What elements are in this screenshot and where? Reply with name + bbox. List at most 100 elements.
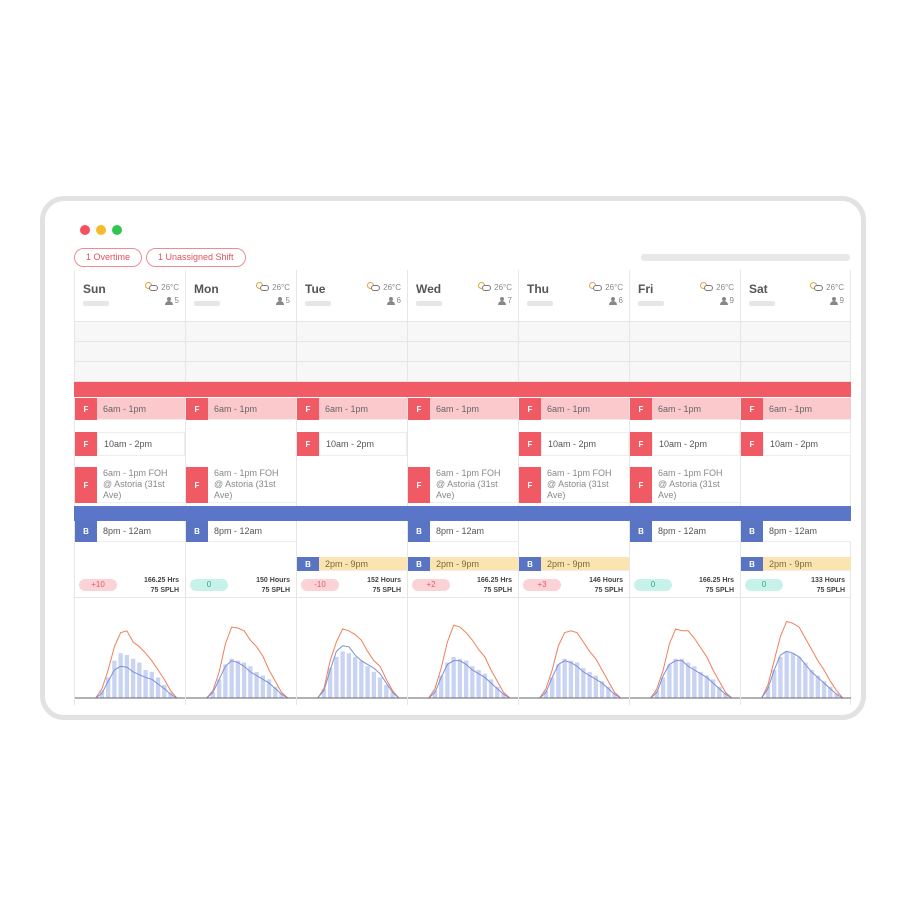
- shift-s2[interactable]: F 10am - 2pm: [519, 432, 629, 456]
- demand-bar: [377, 677, 383, 698]
- person-icon: [608, 296, 617, 305]
- shift-s5[interactable]: B 2pm - 9pm: [297, 557, 407, 571]
- day-header[interactable]: Wed 26°C 7: [408, 270, 518, 322]
- empty-row: [297, 362, 407, 382]
- demand-bar: [149, 671, 155, 698]
- shift-s1[interactable]: F 6am - 1pm: [630, 398, 740, 420]
- empty-row: [186, 362, 296, 382]
- scheduled-hours: 133 Hours: [811, 577, 845, 584]
- close-window-button[interactable]: [80, 225, 90, 235]
- demand-bar: [248, 666, 253, 698]
- shift-s1[interactable]: F 6am - 1pm: [519, 398, 629, 420]
- shift-time: 10am - 2pm: [763, 432, 851, 456]
- demand-bar: [834, 693, 839, 698]
- demand-bar: [599, 681, 605, 698]
- day-header[interactable]: Sat 26°C 9: [741, 270, 850, 322]
- demand-bar: [260, 675, 266, 698]
- shift-s4[interactable]: B 8pm - 12am: [75, 520, 185, 542]
- role-tag: F: [519, 432, 541, 456]
- overtime-alert[interactable]: 1 Overtime: [74, 248, 143, 267]
- shift-s1[interactable]: F 6am - 1pm: [741, 398, 851, 420]
- demand-bar: [216, 679, 222, 698]
- shift-s4[interactable]: B 8pm - 12am: [408, 520, 518, 542]
- empty-row: [519, 322, 629, 342]
- shift-time: 2pm - 9pm: [763, 557, 851, 571]
- demand-bar: [587, 671, 592, 698]
- demand-bar: [99, 690, 105, 698]
- demand-chart: [630, 602, 740, 705]
- shift-s1[interactable]: F 6am - 1pm: [186, 398, 296, 420]
- shift-time: 8pm - 12am: [97, 520, 185, 542]
- shift-s5[interactable]: B 2pm - 9pm: [408, 557, 518, 571]
- day-header[interactable]: Mon 26°C 5: [186, 270, 296, 322]
- forecast-line: [188, 626, 294, 699]
- role-tag: B: [408, 520, 430, 542]
- demand-bar: [543, 690, 549, 698]
- shift-s4[interactable]: B 8pm - 12am: [186, 520, 296, 542]
- temperature: 26°C: [161, 282, 179, 292]
- day-header[interactable]: Sun 26°C 5: [75, 270, 185, 322]
- shift-s2[interactable]: F 10am - 2pm: [630, 432, 740, 456]
- shift-s3[interactable]: F 6am - 1pm FOH @ Astoria (31st Ave): [408, 467, 518, 503]
- empty-row: [75, 362, 185, 382]
- hours-info: 150 Hours 75 SPLH: [256, 576, 290, 596]
- empty-row: [408, 322, 518, 342]
- demand-bar: [457, 658, 463, 698]
- day-column-thu: Thu 26°C 6 F 6am - 1pm F 10am - 2pm F: [518, 270, 629, 705]
- day-summary: 0 133 Hours 75 SPLH: [741, 572, 851, 598]
- demand-chart-svg: [741, 620, 851, 699]
- demand-bar: [390, 692, 395, 698]
- minimize-window-button[interactable]: [96, 225, 106, 235]
- shift-s3[interactable]: F 6am - 1pm FOH @ Astoria (31st Ave): [75, 467, 185, 503]
- hours-info: 133 Hours 75 SPLH: [811, 576, 845, 596]
- staff-count: 6: [386, 296, 401, 305]
- splh: 75 SPLH: [261, 587, 290, 594]
- date-placeholder: [194, 301, 220, 306]
- empty-row: [630, 362, 740, 382]
- demand-bar: [698, 671, 703, 698]
- day-name: Thu: [527, 282, 549, 296]
- day-header[interactable]: Thu 26°C 6: [519, 270, 629, 322]
- temperature: 26°C: [716, 282, 734, 292]
- shift-time: 6am - 1pm: [652, 398, 740, 420]
- role-tag: F: [519, 398, 541, 420]
- shift-s5[interactable]: B 2pm - 9pm: [519, 557, 629, 571]
- shift-s2[interactable]: F 10am - 2pm: [297, 432, 407, 456]
- shift-s3[interactable]: F 6am - 1pm FOH @ Astoria (31st Ave): [519, 467, 629, 503]
- shift-s3[interactable]: F 6am - 1pm FOH @ Astoria (31st Ave): [186, 467, 296, 503]
- empty-row: [408, 362, 518, 382]
- unassigned-shift-alert[interactable]: 1 Unassigned Shift: [146, 248, 246, 267]
- shift-s5[interactable]: B 2pm - 9pm: [741, 557, 851, 571]
- alert-bar: 1 Overtime 1 Unassigned Shift: [74, 248, 246, 267]
- day-header[interactable]: Tue 26°C 6: [297, 270, 407, 322]
- hours-info: 152 Hours 75 SPLH: [367, 576, 401, 596]
- temperature: 26°C: [494, 282, 512, 292]
- shift-s2[interactable]: F 10am - 2pm: [75, 432, 185, 456]
- empty-row: [186, 342, 296, 362]
- maximize-window-button[interactable]: [112, 225, 122, 235]
- day-column-tue: Tue 26°C 6 F 6am - 1pm F 10am - 2pm: [296, 270, 407, 705]
- variance-badge: +3: [523, 579, 561, 591]
- role-tag: B: [741, 557, 763, 571]
- day-header[interactable]: Fri 26°C 9: [630, 270, 740, 322]
- demand-bar: [321, 688, 327, 698]
- empty-row: [519, 342, 629, 362]
- demand-bar: [568, 660, 574, 698]
- shift-s4[interactable]: B 8pm - 12am: [630, 520, 740, 542]
- demand-bar: [241, 662, 247, 698]
- demand-bar: [384, 684, 389, 698]
- shift-s1[interactable]: F 6am - 1pm: [297, 398, 407, 420]
- demand-bar: [438, 675, 444, 698]
- role-tag: F: [408, 398, 430, 420]
- staffing-line: [521, 660, 627, 699]
- shift-s4[interactable]: B 8pm - 12am: [741, 520, 851, 542]
- shift-s3[interactable]: F 6am - 1pm FOH @ Astoria (31st Ave): [630, 467, 740, 503]
- staffing-line: [743, 650, 849, 699]
- shift-s1[interactable]: F 6am - 1pm: [75, 398, 185, 420]
- role-tag: F: [408, 467, 430, 503]
- demand-bar: [556, 664, 561, 698]
- shift-s1[interactable]: F 6am - 1pm: [408, 398, 518, 420]
- shift-s2[interactable]: F 10am - 2pm: [741, 432, 851, 456]
- temperature: 26°C: [605, 282, 623, 292]
- day-name: Sun: [83, 282, 106, 296]
